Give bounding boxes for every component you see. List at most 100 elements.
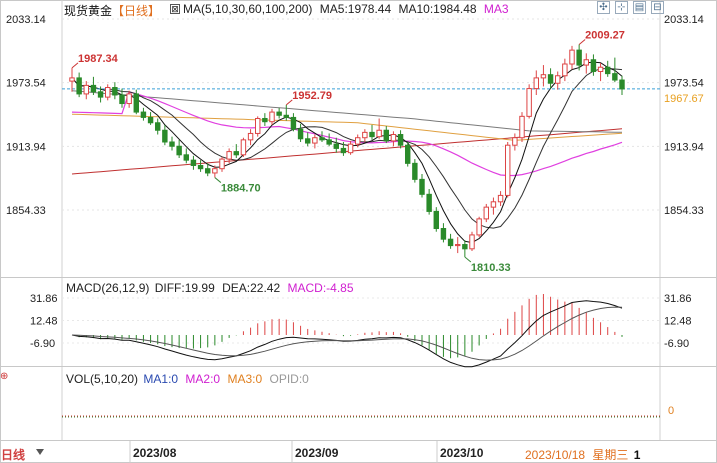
shrink-icon[interactable]: ⊹ (615, 1, 628, 14)
ma10-value: MA10:1984.48 (398, 2, 477, 16)
candle-body (147, 116, 154, 124)
candle-body (269, 111, 275, 123)
candle-body (433, 210, 440, 230)
candle-body (590, 59, 597, 72)
instrument-name: 现货黄金 (64, 4, 113, 18)
crosshair-icon[interactable]: ⊕ (0, 371, 9, 382)
macd-dea-line (71, 306, 623, 361)
candle-body (347, 143, 354, 154)
price-tick-left: 1854.33 (6, 205, 46, 217)
macd-tick-left: 31.86 (30, 293, 58, 305)
annotation-leader (578, 39, 586, 45)
ma30-line (71, 91, 623, 177)
candle-body (497, 194, 504, 203)
candle-body (519, 115, 525, 139)
ma200-line (71, 128, 623, 175)
price-tick-left: 2033.14 (6, 14, 46, 26)
macd-value: MACD:-4.85 (287, 281, 354, 295)
candle-body (126, 93, 132, 105)
candle-body (233, 151, 239, 156)
candle-body (197, 164, 204, 170)
candle-body (326, 139, 332, 145)
candle-body (383, 129, 390, 142)
candle-body (576, 49, 582, 66)
macd-tick-left: -6.90 (30, 338, 55, 350)
period-label[interactable]: 【日线】 (112, 4, 161, 18)
candle-body (469, 234, 475, 250)
macd-tick-right: -6.90 (664, 338, 689, 350)
macd-diff: DIFF:19.99 (154, 281, 215, 295)
annotation-leader (71, 62, 79, 69)
candle-body (183, 154, 189, 161)
candle-body (555, 75, 561, 84)
candle-body (405, 144, 411, 164)
candle-body (333, 143, 340, 149)
candle-body (426, 193, 432, 212)
footer-month-sep: 2023/09 (295, 446, 339, 460)
candle-body (140, 111, 147, 118)
candle-body (412, 162, 418, 180)
candle-body (355, 137, 361, 145)
vol-ma1: MA1:0 (143, 372, 179, 386)
candle-body (169, 141, 175, 147)
ma5-value: MA5:1978.44 (319, 2, 392, 16)
candle-body (90, 84, 97, 93)
candle-body (440, 228, 447, 240)
macd-diff-line (71, 300, 623, 368)
candle-body (312, 137, 318, 144)
ma100-line (71, 90, 623, 133)
candle-body (133, 93, 139, 113)
candle-body (319, 137, 325, 141)
candle-body (255, 117, 261, 134)
footer-arrow-icon[interactable] (36, 449, 44, 455)
vol-title: VOL(5,10,20) (66, 372, 139, 386)
vol-ma3: MA3:0 (227, 372, 263, 386)
ma-checkbox[interactable]: ⊠ (170, 4, 180, 14)
candle-body (283, 114, 290, 118)
candle-body (76, 77, 82, 95)
price-tick-right: 2033.14 (664, 14, 704, 26)
candle-body (533, 77, 539, 90)
candle-body (83, 84, 89, 95)
last-price-label: 1967.67 (664, 93, 704, 105)
footer-period[interactable]: 日线 (1, 448, 26, 462)
macd-tick-left: 12.48 (30, 316, 58, 328)
annotation-leader (285, 99, 293, 106)
candle-body (562, 63, 568, 77)
candle-body (276, 111, 282, 116)
candle-body (612, 73, 618, 81)
candle-body (69, 77, 75, 82)
candle-body (455, 244, 461, 247)
ma5-line (71, 61, 623, 244)
candle-body (247, 132, 254, 141)
candle-body (219, 158, 225, 170)
candle-body (362, 131, 368, 139)
vol-opid: OPID:0 (269, 372, 309, 386)
price-tick-right: 1854.33 (664, 205, 704, 217)
candle-body (397, 134, 404, 146)
ma60-line (71, 113, 623, 141)
candle-body (112, 87, 118, 96)
candle-body (490, 201, 497, 208)
price-tick-right: 1973.54 (664, 78, 704, 90)
candle-body (190, 159, 197, 166)
candle-body (597, 66, 604, 72)
collapse-icon[interactable]: ⊟ (651, 1, 664, 14)
cursor-weekday: 星期三 (592, 448, 629, 462)
candle-body (547, 74, 554, 84)
last-price-box (661, 89, 715, 105)
candle-body (447, 238, 454, 247)
footer-month-oct: 2023/10 (440, 446, 484, 460)
candle-body (290, 116, 297, 130)
annotation-low: 1810.33 (471, 262, 511, 274)
annotation-leader (464, 256, 472, 263)
expand-icon[interactable]: ✣ (597, 1, 610, 14)
grid-icon[interactable]: ▤ (633, 1, 646, 14)
macd-title: MACD(26,12,9) (66, 281, 150, 295)
candle-body (462, 244, 468, 250)
candle-body (162, 129, 168, 143)
annotation-high: 1952.79 (292, 90, 332, 102)
candle-body (526, 88, 532, 117)
macd-dea: DEA:22.42 (222, 281, 281, 295)
